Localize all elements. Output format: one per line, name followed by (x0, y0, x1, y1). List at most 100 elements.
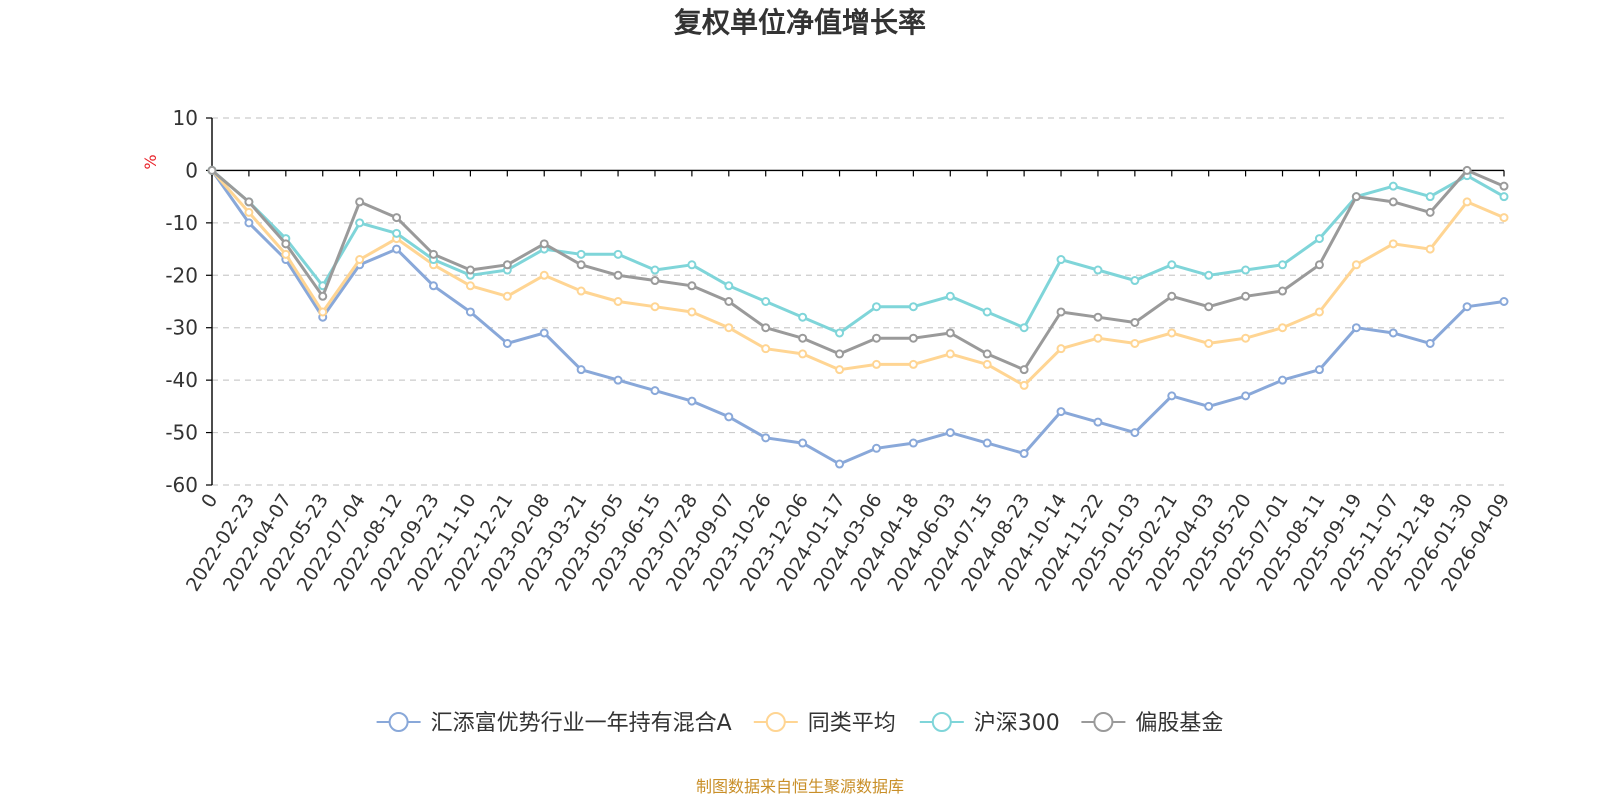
series-1 (207, 165, 1509, 390)
data-point (1462, 165, 1472, 175)
data-point (724, 323, 734, 333)
data-point (687, 281, 697, 291)
data-point (1241, 291, 1251, 301)
data-point (1314, 365, 1324, 375)
data-point (1278, 286, 1288, 296)
data-point (835, 349, 845, 359)
y-tick-label: 10 (173, 106, 198, 130)
data-point (281, 239, 291, 249)
legend-label: 偏股基金 (1135, 711, 1223, 736)
legend[interactable]: 汇添富优势行业一年持有混合A 同类平均 沪深300 偏股基金 (376, 711, 1224, 736)
data-point (318, 307, 328, 317)
data-point (576, 286, 586, 296)
data-point (1278, 260, 1288, 270)
data-point (1056, 344, 1066, 354)
data-point (724, 297, 734, 306)
data-point (945, 428, 955, 438)
data-point (724, 412, 734, 422)
data-point (1462, 197, 1472, 207)
x-tick-label: 0 (197, 490, 222, 512)
data-point (1093, 417, 1103, 427)
data-point (982, 438, 992, 448)
data-point (1388, 239, 1398, 249)
data-point (724, 281, 734, 291)
data-point (1351, 192, 1361, 202)
data-point (244, 197, 254, 207)
data-point (465, 281, 475, 291)
legend-item[interactable]: 沪深300 (919, 711, 1060, 736)
data-point (871, 302, 881, 312)
data-point (502, 260, 512, 270)
y-tick-label: -30 (165, 316, 198, 340)
series-3 (207, 165, 1509, 375)
data-point (1167, 328, 1177, 338)
y-tick-label: -40 (165, 368, 198, 392)
data-point (613, 249, 623, 259)
data-point (539, 328, 549, 338)
data-point (1499, 181, 1509, 191)
data-point (871, 333, 881, 343)
y-tick-label: -10 (165, 211, 198, 235)
data-point (1056, 307, 1066, 317)
data-point (613, 297, 623, 306)
data-point (1425, 207, 1435, 217)
data-point (798, 333, 808, 343)
data-point (465, 265, 475, 275)
data-point (908, 302, 918, 312)
legend-item[interactable]: 同类平均 (753, 711, 896, 736)
data-point (650, 302, 660, 312)
data-point (1093, 312, 1103, 322)
data-point (1241, 391, 1251, 401)
data-point (576, 249, 586, 259)
data-point (1056, 407, 1066, 417)
legend-item[interactable]: 偏股基金 (1081, 711, 1223, 736)
series-line (211, 168, 1505, 372)
data-point (945, 349, 955, 359)
data-point (908, 333, 918, 343)
y-tick-label: -20 (165, 263, 198, 287)
data-point (1462, 302, 1472, 312)
data-point (1167, 260, 1177, 270)
legend-circle-icon (765, 712, 786, 732)
data-point (761, 323, 771, 333)
data-point (1093, 333, 1103, 343)
data-point (650, 386, 660, 396)
data-point (650, 265, 660, 275)
data-point (1351, 260, 1361, 270)
data-point (1278, 375, 1288, 385)
data-point (1388, 181, 1398, 191)
data-point (1425, 192, 1435, 202)
data-point (1130, 317, 1140, 327)
data-point (945, 328, 955, 338)
gridlines (212, 117, 1504, 486)
data-point (982, 307, 992, 317)
data-point (761, 297, 771, 306)
data-point (392, 244, 402, 254)
data-point (1019, 365, 1029, 375)
data-point (1388, 328, 1398, 338)
data-point (539, 270, 549, 280)
data-point (835, 365, 845, 375)
data-point (392, 213, 402, 223)
series-line (210, 169, 1505, 387)
data-point (1278, 323, 1288, 333)
data-point (281, 249, 291, 259)
data-point (1167, 291, 1177, 301)
data-point (207, 165, 217, 175)
data-point (871, 359, 881, 369)
data-point (1351, 323, 1361, 333)
data-point (355, 218, 365, 228)
series-lines (207, 165, 1509, 469)
data-point (1314, 307, 1324, 317)
data-point (982, 349, 992, 359)
data-point (613, 270, 623, 280)
legend-circle-icon (1093, 712, 1114, 732)
data-point (1019, 323, 1029, 333)
data-point (428, 249, 438, 259)
legend-item[interactable]: 汇添富优势行业一年持有混合A (376, 711, 732, 736)
data-point (835, 328, 845, 338)
data-point (244, 207, 254, 217)
data-source-note: 制图数据来自恒生聚源数据库 (696, 777, 904, 796)
data-point (539, 239, 549, 249)
data-point (982, 359, 992, 369)
